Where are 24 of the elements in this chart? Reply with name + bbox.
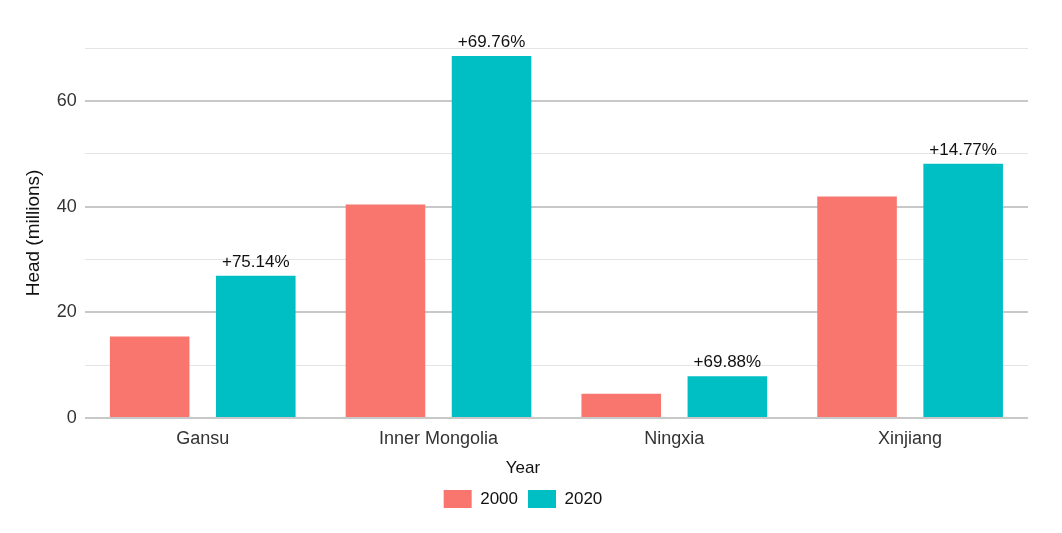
y-tick-label: 60 [56,89,77,110]
legend-label: 2000 [480,488,519,508]
x-tick-label: Inner Mongolia [378,427,500,448]
bar [687,376,768,417]
bar [109,336,190,417]
x-tick-label: Ningxia [644,427,706,448]
bar [923,163,1003,417]
x-tick-label: Xinjiang [878,427,943,448]
legend-label: 2020 [564,488,603,508]
x-tick-label: Gansu [176,427,230,448]
annotation: +69.76% [457,32,526,52]
bar [215,275,296,417]
y-tick-label: 20 [56,301,77,322]
bar [581,393,662,417]
y-tick-label: 0 [66,406,77,427]
bar [817,196,897,417]
bar [345,204,426,417]
y-axis-title: Head (millions) [21,169,43,297]
y-tick-label: 40 [56,195,77,216]
annotation: +75.14% [221,252,290,271]
annotation: +69.88% [693,352,762,372]
bar [451,55,532,417]
annotation: +14.77% [929,139,997,159]
legend-title: Year [505,457,541,477]
